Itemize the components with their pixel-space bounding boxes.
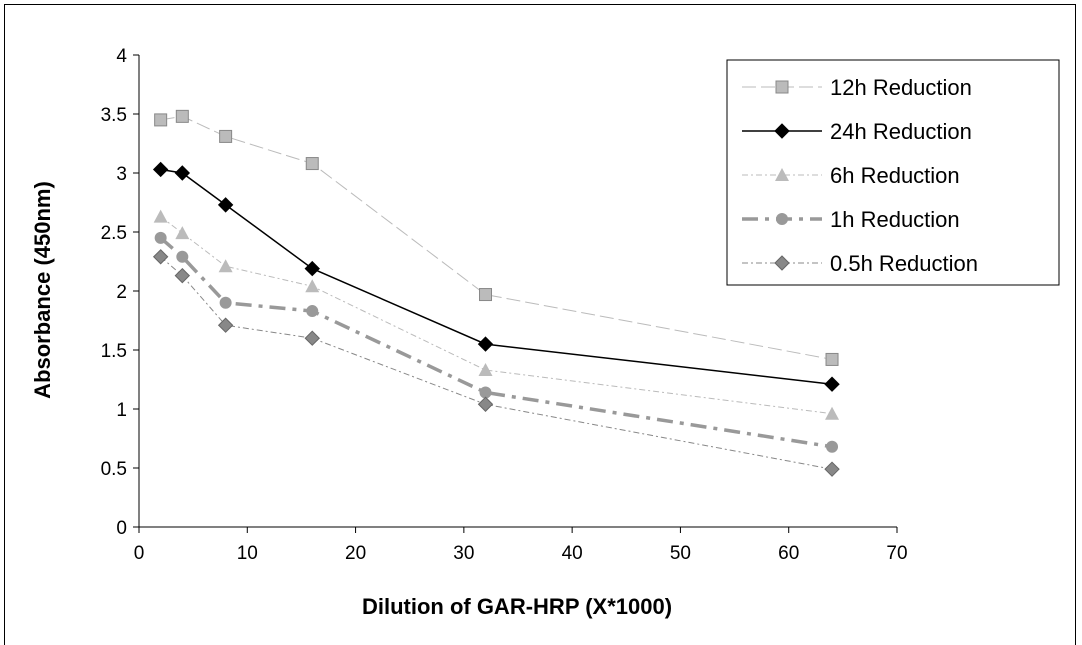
x-tick-label: 70 [886,543,907,564]
x-tick-label: 30 [453,543,474,564]
series-12h-reduction [154,109,839,366]
data-point [217,317,234,333]
legend-marker [775,80,789,94]
series-line [160,216,833,415]
data-point [175,226,190,240]
series-1h-reduction [154,231,839,453]
x-tick-label: 0 [134,543,145,564]
y-tick-label: 0 [116,518,127,539]
data-point [477,336,494,352]
y-tick-label: 2.5 [101,223,127,244]
data-point [174,267,191,284]
legend-entry: 24h Reduction [742,119,972,144]
data-point [826,440,839,453]
x-tick-label: 10 [237,543,258,564]
legend-entry: 1h Reduction [742,207,960,232]
data-point [154,113,168,127]
legend-marker [776,213,788,225]
legend-label: 12h Reduction [830,75,972,100]
data-point [219,129,233,143]
legend-label: 6h Reduction [830,163,960,188]
series-6h-reduction [153,209,840,420]
data-point [479,386,492,399]
data-point [825,406,840,420]
data-point [304,260,320,277]
data-point [477,396,494,412]
y-tick-label: 0.5 [101,459,127,480]
data-point [824,376,840,392]
y-tick-label: 1.5 [101,341,127,362]
legend-label: 1h Reduction [830,207,960,232]
data-point [218,259,233,273]
data-point [175,109,189,123]
x-axis: 0 10 20 30 40 50 60 70 [134,526,908,564]
data-point [824,461,840,477]
legend-entry: 12h Reduction [742,75,972,100]
legend-marker [774,255,790,271]
y-tick-label: 3 [116,164,127,185]
legend-label: 0.5h Reduction [830,251,978,276]
legend-entry: 0.5h Reduction [742,251,978,276]
x-tick-label: 40 [562,543,583,564]
legend: 12h Reduction 24h Reduction 6h Reduction 1h… [726,59,1060,286]
data-point [154,231,167,244]
y-tick-label: 2 [116,282,127,303]
data-point [479,288,493,302]
legend-marker [774,123,790,139]
y-axis-title: Absorbance (450nm) [30,181,55,399]
series-line [160,256,833,470]
data-point [219,296,232,309]
data-point [304,330,320,346]
x-axis-title: Dilution of GAR-HRP (X*1000) [362,594,672,619]
series-line [160,115,833,360]
data-point [152,249,169,265]
x-tick-label: 20 [345,543,366,564]
data-point [478,363,493,377]
data-point [153,209,168,223]
legend-entry: 6h Reduction [742,163,960,188]
legend-marker [775,168,789,181]
data-point [306,305,319,318]
series-layer [152,109,840,477]
data-point [825,352,839,366]
y-tick-label: 3.5 [101,105,127,126]
data-point [305,279,320,293]
data-point [217,197,234,213]
x-tick-label: 50 [670,543,691,564]
data-point [174,165,191,181]
series-24h-reduction [152,161,840,392]
series-0-5h-reduction [152,249,840,477]
x-tick-label: 60 [778,543,799,564]
y-axis: 0 0.5 1 1.5 2 2.5 3 3.5 4 [101,46,140,539]
legend-label: 24h Reduction [830,119,972,144]
y-tick-label: 4 [116,46,127,67]
y-tick-label: 1 [116,400,127,421]
data-point [152,161,169,178]
data-point [305,157,319,171]
data-point [176,250,189,263]
